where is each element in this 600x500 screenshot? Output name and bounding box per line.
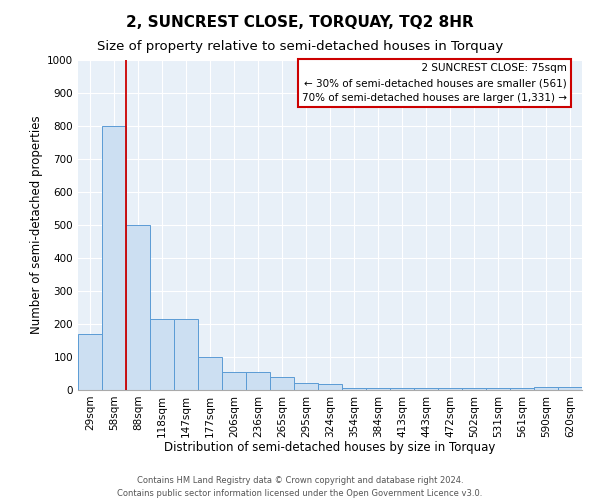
- Bar: [174, 319, 198, 390]
- Bar: [102, 126, 126, 390]
- Bar: [534, 386, 558, 390]
- Text: Contains HM Land Registry data © Crown copyright and database right 2024.
Contai: Contains HM Land Registry data © Crown c…: [118, 476, 482, 498]
- Text: 2, SUNCREST CLOSE, TORQUAY, TQ2 8HR: 2, SUNCREST CLOSE, TORQUAY, TQ2 8HR: [126, 15, 474, 30]
- Bar: [366, 388, 390, 390]
- Bar: [198, 357, 222, 390]
- Bar: [270, 378, 294, 390]
- Bar: [294, 384, 318, 390]
- Bar: [390, 388, 414, 390]
- Bar: [78, 334, 102, 390]
- Bar: [486, 388, 510, 390]
- Bar: [318, 384, 342, 390]
- Bar: [126, 225, 150, 390]
- Bar: [510, 388, 534, 390]
- Text: Size of property relative to semi-detached houses in Torquay: Size of property relative to semi-detach…: [97, 40, 503, 53]
- Bar: [342, 388, 366, 390]
- Text: 2 SUNCREST CLOSE: 75sqm
← 30% of semi-detached houses are smaller (561)
70% of s: 2 SUNCREST CLOSE: 75sqm ← 30% of semi-de…: [302, 64, 567, 103]
- Bar: [150, 319, 174, 390]
- Bar: [462, 388, 486, 390]
- Bar: [222, 372, 246, 390]
- Bar: [414, 388, 438, 390]
- X-axis label: Distribution of semi-detached houses by size in Torquay: Distribution of semi-detached houses by …: [164, 441, 496, 454]
- Y-axis label: Number of semi-detached properties: Number of semi-detached properties: [30, 116, 43, 334]
- Bar: [558, 386, 582, 390]
- Bar: [246, 372, 270, 390]
- Bar: [438, 388, 462, 390]
